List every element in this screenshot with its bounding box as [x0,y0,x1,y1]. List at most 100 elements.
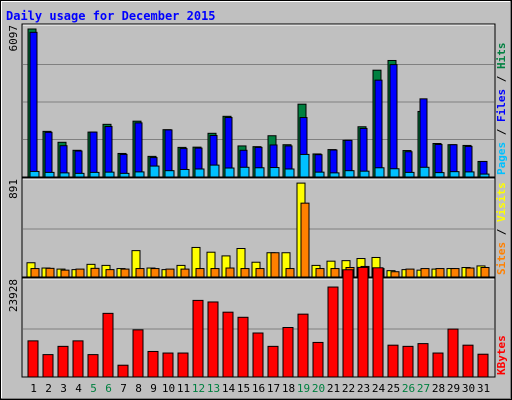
sites-bar [105,269,115,278]
kbytes-bar [177,352,189,378]
kbytes-bar [417,343,429,378]
files-bar [434,143,443,178]
day-label: 19 [297,382,310,395]
sites-bar [480,267,490,278]
day-label: 22 [342,382,355,395]
day-label: 11 [177,382,190,395]
chart-panels: 6097 Pages / Files / Hits 891 Sites / Visit… [7,23,508,378]
day-label: 10 [162,382,175,395]
pages-bar [224,167,235,178]
kbytes-bar [222,311,234,378]
day-label: 9 [150,382,157,395]
sites-bar [75,268,85,278]
kbytes-bar [207,301,219,378]
sites-bar [60,269,70,278]
kbytes-bar [237,316,249,378]
files-bar [59,145,68,178]
pages-bar [419,166,430,178]
sites-bar [135,268,145,278]
kbytes-bar [27,340,39,378]
day-label: 29 [447,382,460,395]
files-bar [44,131,53,178]
day-label: 13 [207,382,220,395]
legend-part: KBytes [495,335,508,375]
pages-bar [59,172,70,178]
pages-bar [374,167,385,178]
series-legend-hits-files-pages: Pages / Files / Hits [495,43,508,176]
day-label: 25 [387,382,400,395]
y-max-label: 23928 [7,279,20,312]
pages-bar [479,173,490,178]
kbytes-bar [132,329,144,378]
day-label: 14 [222,382,236,395]
files-bar [134,122,143,178]
legend-part: Sites [495,242,508,275]
sites-bar [45,267,55,278]
sites-bar [90,267,100,278]
day-label: 20 [312,382,325,395]
kbytes-bar [87,354,99,378]
day-label: 28 [432,382,445,395]
pages-bar [284,168,295,178]
legend-part: Pages [495,142,508,175]
day-label: 2 [45,382,52,395]
kbytes-bar [117,364,129,378]
day-label: 26 [402,382,415,395]
pages-bar [299,153,310,178]
files-bar [419,98,428,178]
day-label: 15 [237,382,250,395]
sites-bar [270,252,280,278]
files-bar [104,126,113,178]
pages-bar [239,166,250,178]
kbytes-bar [162,352,174,378]
kbytes-bar [402,345,414,378]
pages-bar [44,171,55,178]
pages-bar [194,168,205,178]
series-legend-visits-sites: Sites / Visits [495,182,508,275]
pages-bar [359,170,370,178]
day-label: 24 [372,382,386,395]
pages-bar [209,164,220,178]
kbytes-bar [252,332,264,378]
day-label: 18 [282,382,295,395]
panel-hits-files-pages: 6097 Pages / Files / Hits [7,23,508,178]
day-axis-labels: 1 2 3 4 5 6 7 8 9 10 11 12 13 14 15 16 17 18 19 20 21 22 23 24 2… [30,382,490,395]
pages-bar [89,171,100,178]
sites-bar [465,267,475,278]
legend-part: Hits [495,43,508,70]
day-label: 1 [30,382,37,395]
day-label: 7 [120,382,127,395]
kbytes-bar [327,286,339,378]
files-bar [389,64,398,178]
legend-part: / [495,122,508,142]
sites-bar [180,268,190,278]
kbytes-bar [72,340,84,378]
sites-bar [165,268,175,278]
kbytes-bar [57,345,69,378]
kbytes-bar [42,354,54,378]
sites-bar [195,268,205,278]
legend-part: / [495,69,508,89]
kbytes-bar [102,312,114,378]
pages-bar [329,172,340,178]
day-label: 30 [462,382,475,395]
pages-bar [149,165,160,178]
pages-bar [344,170,355,178]
pages-bar [389,168,400,178]
files-bar [359,127,368,178]
kbytes-bar [282,327,294,378]
day-label: 8 [135,382,142,395]
day-label: 16 [252,382,265,395]
pages-bar [134,171,145,178]
sites-bar [150,268,160,278]
y-max-label: 891 [7,179,20,199]
sites-bar [285,268,295,278]
sites-bar [450,268,460,278]
sites-bar [30,268,40,278]
kbytes-bar [147,350,159,378]
pages-bar [74,172,85,178]
day-label: 17 [267,382,280,395]
pages-bar [314,171,325,178]
kbytes-bar [372,267,384,378]
